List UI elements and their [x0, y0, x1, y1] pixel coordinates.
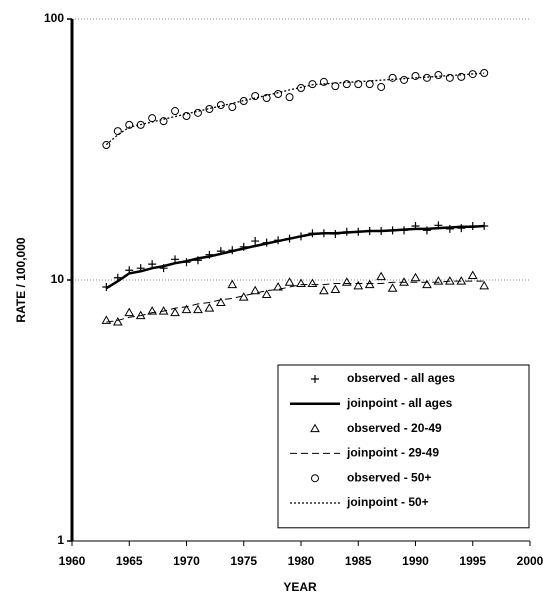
- x-tick-label: 1995: [459, 554, 486, 568]
- marker-triangle: [387, 283, 398, 292]
- marker-triangle: [444, 276, 455, 285]
- marker-circle: [182, 111, 191, 120]
- marker-circle: [311, 474, 319, 483]
- marker-circle: [102, 141, 111, 150]
- marker-triangle: [227, 279, 238, 289]
- legend-label: joinpoint - all ages: [346, 396, 453, 410]
- marker-circle: [400, 75, 409, 84]
- marker-triangle: [310, 423, 320, 433]
- marker-circle: [331, 82, 340, 91]
- marker-circle: [228, 103, 237, 112]
- marker-triangle: [307, 278, 318, 287]
- marker-circle: [125, 120, 134, 129]
- marker-triangle: [181, 304, 192, 314]
- marker-circle: [251, 91, 260, 100]
- x-tick-label: 1970: [173, 554, 200, 568]
- marker-circle: [148, 114, 157, 123]
- x-tick-label: 1980: [288, 554, 315, 568]
- marker-plus: [251, 237, 260, 246]
- marker-triangle: [101, 315, 112, 324]
- marker-triangle: [376, 271, 387, 281]
- y-axis-label: RATE / 100,000: [14, 237, 28, 322]
- marker-triangle: [353, 280, 364, 290]
- marker-triangle: [250, 285, 261, 295]
- x-tick-label: 1990: [402, 554, 429, 568]
- legend-label: observed - 50+: [347, 470, 431, 484]
- legend-label: observed - 20-49: [347, 421, 442, 435]
- x-tick-label: 1985: [345, 554, 372, 568]
- legend-label: observed - all ages: [347, 371, 455, 385]
- x-tick-label: 2000: [517, 554, 543, 568]
- legend: observed - all ages joinpoint - all ages o…: [277, 364, 530, 529]
- marker-triangle: [273, 282, 283, 291]
- marker-circle: [205, 105, 214, 114]
- marker-circle: [113, 127, 122, 136]
- series-line: [105, 72, 485, 146]
- marker-triangle: [364, 279, 375, 289]
- marker-circle: [285, 93, 294, 102]
- legend-box: [277, 364, 530, 529]
- series-line: [106, 280, 485, 323]
- marker-triangle: [193, 304, 203, 314]
- y-tick-label: 10: [51, 272, 65, 286]
- x-tick-label: 1965: [116, 554, 143, 568]
- marker-triangle: [479, 280, 490, 290]
- x-tick-label: 1975: [230, 554, 257, 568]
- marker-circle: [388, 73, 397, 82]
- marker-circle: [365, 80, 374, 89]
- marker-plus: [311, 375, 319, 383]
- marker-circle: [171, 107, 180, 116]
- x-axis-label: YEAR: [283, 580, 317, 594]
- marker-triangle: [261, 289, 272, 298]
- x-tick-label: 1960: [59, 554, 86, 568]
- series-line: [105, 224, 485, 290]
- y-tick-label: 100: [44, 11, 64, 25]
- marker-triangle: [422, 279, 432, 289]
- marker-triangle: [112, 317, 123, 326]
- marker-triangle: [215, 297, 226, 306]
- marker-triangle: [433, 276, 444, 285]
- marker-circle: [319, 77, 328, 86]
- marker-plus: [148, 260, 157, 269]
- marker-triangle: [319, 285, 329, 295]
- marker-triangle: [410, 272, 421, 282]
- marker-triangle: [284, 277, 295, 286]
- legend-label: joinpoint - 29-49: [346, 446, 439, 460]
- marker-circle: [434, 71, 443, 80]
- marker-triangle: [341, 277, 352, 286]
- marker-circle: [377, 82, 386, 91]
- marker-triangle: [124, 307, 135, 317]
- marker-circle: [262, 94, 271, 103]
- marker-circle: [239, 97, 248, 106]
- marker-triangle: [456, 276, 467, 285]
- marker-triangle: [204, 303, 215, 312]
- marker-triangle: [467, 270, 478, 280]
- marker-triangle: [330, 284, 341, 293]
- marker-circle: [480, 69, 489, 78]
- legend-label: joinpoint - 50+: [346, 495, 429, 509]
- marker-triangle: [170, 307, 180, 317]
- marker-triangle: [296, 278, 306, 287]
- y-tick-label: 1: [57, 533, 64, 547]
